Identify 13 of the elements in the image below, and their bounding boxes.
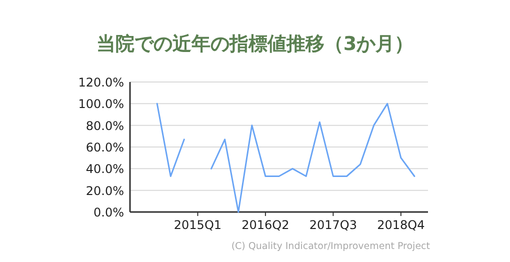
chart-title: 当院での近年の指標値推移（3か月） [96, 33, 414, 55]
text: (C) Quality Indicator/Improvement Project [231, 241, 430, 252]
x-tick-label: 2018Q4 [377, 218, 425, 232]
x-tick-label: 2015Q1 [174, 218, 222, 232]
y-tick-label: 20.0% [86, 184, 124, 198]
x-tick-label: 2016Q2 [242, 218, 290, 232]
y-tick-label: 60.0% [86, 140, 124, 154]
y-tick-label: 0.0% [94, 206, 124, 220]
y-tick-label: 100.0% [78, 97, 124, 112]
y-tick-label: 40.0% [86, 162, 124, 176]
x-tick-label: 2017Q3 [309, 218, 357, 232]
y-tick-label: 80.0% [86, 118, 124, 133]
y-tick-label: 120.0% [78, 76, 124, 90]
